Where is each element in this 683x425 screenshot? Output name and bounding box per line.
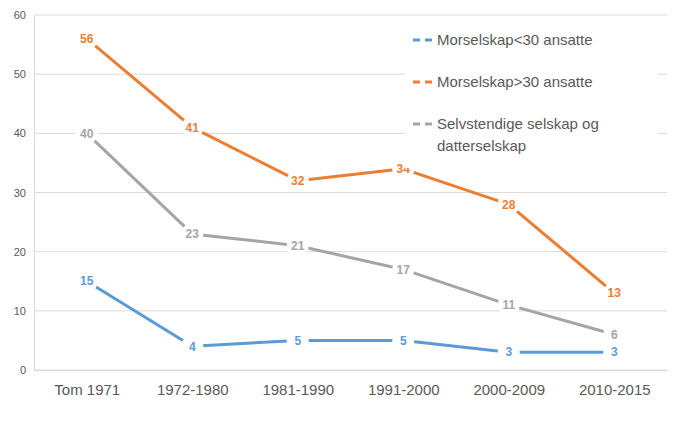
data-label: 5 — [400, 334, 407, 348]
y-tick: 50 — [14, 68, 34, 80]
series-line — [87, 281, 615, 352]
point — [181, 223, 203, 245]
point — [498, 294, 520, 316]
data-label: 4 — [189, 340, 196, 354]
x-tick-label: Tom 1971 — [54, 381, 120, 398]
y-axis-line — [34, 16, 35, 371]
y-tick: 20 — [14, 246, 34, 258]
point — [76, 122, 98, 144]
point — [498, 341, 520, 363]
x-tick-label: 1981-1990 — [262, 381, 334, 398]
point — [392, 329, 414, 351]
x-tick: 2000-2009 — [473, 370, 545, 398]
data-label: 41 — [186, 121, 200, 135]
x-tick: 1972-1980 — [157, 370, 229, 398]
x-tick-label: 1972-1980 — [157, 381, 229, 398]
y-tick: 10 — [14, 305, 34, 317]
y-tick-label: 30 — [14, 187, 26, 199]
point — [76, 270, 98, 292]
y-tick: 40 — [14, 127, 34, 139]
y-tick-label: 60 — [14, 9, 26, 21]
x-axis: Tom 1971 1972-1980 1981-1990 1991-2000 2000-… — [35, 370, 668, 398]
point — [603, 324, 625, 346]
chart: 0 10 20 30 40 50 60 Tom 1971 1972-1980 1981-1990 1… — [0, 0, 683, 425]
x-tick-label: 1991-2000 — [368, 381, 440, 398]
y-tick-label: 10 — [14, 305, 26, 317]
data-label: 3 — [611, 345, 618, 359]
legend-label: Morselskap<30 ansatte — [437, 31, 593, 48]
y-tick-label: 0 — [20, 364, 26, 376]
legend-label: Selvstendige selskap ogdatterselskap — [437, 115, 599, 154]
data-label: 23 — [186, 227, 200, 241]
data-label: 13 — [608, 286, 622, 300]
point — [76, 28, 98, 50]
point — [287, 170, 309, 192]
legend: Morselskap<30 ansatte Morselskap>30 ansat… — [405, 18, 658, 168]
point — [392, 258, 414, 280]
point — [287, 235, 309, 257]
grid-line — [34, 251, 667, 252]
point — [287, 329, 309, 351]
data-label: 6 — [611, 328, 618, 342]
legend-swatch — [413, 81, 435, 84]
data-label: 56 — [80, 32, 94, 46]
data-label: 5 — [294, 334, 301, 348]
x-tick: Tom 1971 — [54, 370, 120, 398]
y-tick: 30 — [14, 187, 34, 199]
data-label: 28 — [502, 198, 516, 212]
point — [603, 282, 625, 304]
data-label: 3 — [505, 345, 512, 359]
y-tick-label: 40 — [14, 127, 26, 139]
data-labels: 154553356413234281340232117116 — [76, 28, 626, 364]
legend-label: Morselskap>30 ansatte — [437, 73, 593, 90]
grid-line — [34, 370, 667, 371]
grid-line — [34, 15, 667, 16]
data-label: 15 — [80, 274, 94, 288]
y-tick-label: 20 — [14, 246, 26, 258]
y-tick: 0 — [20, 364, 34, 376]
x-tick-label: 2000-2009 — [473, 381, 545, 398]
data-label: 32 — [291, 174, 305, 188]
y-axis: 0 10 20 30 40 50 60 — [14, 9, 35, 376]
legend-swatch — [413, 39, 435, 42]
plot: 0 10 20 30 40 50 60 Tom 1971 1972-1980 1981-1990 1… — [14, 9, 668, 398]
legend-box — [405, 18, 658, 168]
grid-line — [34, 310, 667, 311]
point — [181, 335, 203, 357]
x-tick: 2010-2015 — [579, 370, 651, 398]
point — [498, 193, 520, 215]
y-tick: 60 — [14, 9, 34, 21]
x-tick: 1991-2000 — [368, 370, 440, 398]
x-axis-line — [35, 370, 668, 371]
data-label: 21 — [291, 239, 305, 253]
point — [181, 116, 203, 138]
x-tick: 1981-1990 — [262, 370, 334, 398]
lines — [87, 39, 615, 353]
y-tick-label: 50 — [14, 68, 26, 80]
data-label: 17 — [397, 263, 411, 277]
legend-swatch — [413, 123, 435, 126]
grid-line — [34, 192, 667, 193]
x-tick-label: 2010-2015 — [579, 381, 651, 398]
grid — [34, 15, 667, 370]
data-label: 40 — [80, 127, 94, 141]
data-label: 11 — [502, 298, 515, 312]
